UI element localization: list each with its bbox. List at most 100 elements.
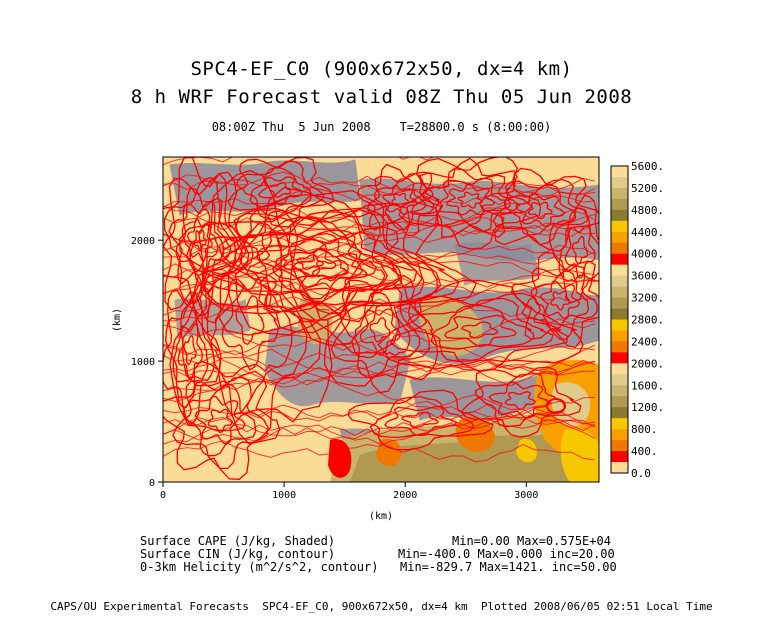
plot-title-line-1: SPC4-EF_C0 (900x672x50, dx=4 km)	[190, 58, 573, 80]
helicity-contour	[163, 207, 596, 244]
y-axis-title: (km)	[112, 308, 123, 332]
plot-title-line-2: 8 h WRF Forecast valid 08Z Thu 05 Jun 20…	[130, 86, 633, 108]
helicity-contour	[430, 304, 535, 350]
helicity-contour	[163, 157, 435, 170]
helicity-contour	[163, 268, 596, 303]
helicity-contour	[235, 294, 265, 346]
colorbar-swatch	[611, 440, 628, 452]
helicity-contour	[163, 404, 596, 428]
helicity-contour	[227, 157, 335, 228]
helicity-contour	[391, 192, 409, 209]
helicity-contour	[163, 249, 596, 280]
colorbar-label: 1600.	[631, 379, 664, 392]
colorbar-swatch	[611, 264, 628, 276]
colorbar-swatch	[611, 198, 628, 211]
helicity-contour	[163, 340, 596, 386]
helicity-contour	[457, 191, 484, 209]
legend-row-cape-stats: Min=0.00 Max=0.575E+04	[452, 534, 611, 548]
colorbar-swatch	[611, 341, 628, 353]
helicity-contour	[163, 268, 596, 298]
helicity-contour	[163, 248, 596, 282]
colorbar-label: 2800.	[631, 314, 664, 327]
helicity-contour-layer	[163, 157, 599, 480]
helicity-contour	[339, 282, 421, 379]
helicity-contour	[235, 160, 325, 220]
colorbar-label: 4000.	[631, 248, 664, 261]
subtitle-seconds: T=28800.0 s (8:00:00)	[399, 120, 552, 134]
y-tick-label: 0	[149, 478, 155, 489]
helicity-contour	[369, 317, 391, 343]
x-axis: 0 1000 2000 3000	[160, 482, 538, 501]
colorbar-swatch	[611, 220, 628, 233]
helicity-contour	[504, 391, 537, 410]
helicity-contour	[193, 229, 207, 252]
colorbar-swatch	[611, 275, 628, 287]
colorbar-swatch	[611, 330, 628, 342]
colorbar: 5600. 5200. 4800. 4400. 4000. 3600. 3200. 2800.…	[610, 160, 664, 480]
helicity-contour	[515, 192, 566, 228]
x-axis-title: (km)	[369, 511, 393, 522]
colorbar-swatch	[611, 407, 628, 419]
helicity-contour	[546, 398, 566, 414]
colorbar-label: 1200.	[631, 401, 664, 414]
colorbar-label: 2400.	[631, 335, 664, 348]
helicity-contour	[163, 337, 596, 387]
colorbar-label: 0.0	[631, 467, 651, 480]
plot-subtitle: 08:00Z Thu 5 Jun 2008 T=28800.0 s (8:00:…	[0, 120, 763, 134]
colorbar-swatch	[611, 451, 628, 463]
colorbar-label: 5600.	[631, 160, 664, 173]
colorbar-label: 2000.	[631, 357, 664, 370]
colorbar-swatch	[611, 429, 628, 441]
helicity-contour	[163, 348, 596, 380]
legend-row-helicity-name: 0-3km Helicity (m^2/s^2, contour)	[140, 560, 379, 574]
helicity-contour	[444, 314, 517, 348]
helicity-contour	[492, 178, 589, 246]
colorbar-label: 400.	[631, 445, 658, 458]
colorbar-swatch	[611, 462, 628, 474]
colorbar-swatch	[611, 374, 628, 386]
helicity-contour	[406, 297, 554, 363]
colorbar-swatch	[611, 253, 628, 265]
helicity-contour	[163, 408, 596, 443]
helicity-contour	[192, 222, 308, 416]
helicity-contour	[564, 224, 596, 279]
helicity-contour	[183, 335, 197, 366]
helicity-contour	[163, 279, 596, 322]
x-tick-label: 3000	[514, 490, 538, 501]
helicity-contour	[527, 201, 553, 220]
y-axis: 0 1000 2000	[131, 236, 163, 489]
colorbar-frame	[610, 165, 629, 474]
helicity-contour	[249, 167, 312, 208]
helicity-contour	[163, 417, 596, 460]
colorbar-swatch	[611, 242, 628, 255]
helicity-contour	[163, 360, 281, 480]
subtitle-time: 08:00Z Thu 5 Jun 2008	[211, 120, 371, 134]
helicity-contour	[163, 180, 596, 210]
helicity-contour	[163, 369, 596, 425]
colorbar-label: 800.	[631, 423, 658, 436]
colorbar-swatch	[611, 319, 628, 331]
helicity-contour	[275, 238, 386, 303]
colorbar-swatch	[611, 308, 628, 320]
legend-row-cin-name: Surface CIN (J/kg, contour)	[140, 547, 336, 561]
colorbar-swatch	[611, 286, 628, 298]
helicity-contour	[434, 177, 507, 226]
colorbar-swatch	[611, 352, 628, 364]
colorbar-label: 5200.	[631, 182, 664, 195]
helicity-contour	[163, 174, 596, 206]
helicity-contour	[175, 200, 225, 285]
helicity-contour	[558, 207, 599, 283]
helicity-contour	[182, 383, 257, 457]
helicity-contour	[461, 321, 499, 339]
y-tick-label: 1000	[131, 357, 155, 368]
colorbar-swatch	[611, 396, 628, 408]
helicity-contour	[163, 284, 222, 426]
colorbar-swatch	[611, 187, 628, 200]
y-tick-label: 2000	[131, 236, 155, 247]
helicity-contour	[169, 169, 333, 432]
helicity-contour	[357, 163, 444, 237]
helicity-contour	[163, 360, 596, 392]
helicity-contour	[351, 292, 411, 359]
helicity-contour	[163, 194, 596, 228]
